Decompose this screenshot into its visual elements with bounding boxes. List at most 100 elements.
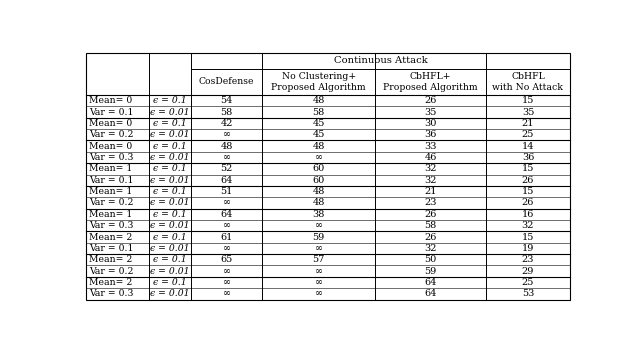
Text: 51: 51: [221, 187, 233, 196]
Text: ϵ = 0.01: ϵ = 0.01: [150, 244, 190, 253]
Text: 60: 60: [313, 164, 325, 173]
Text: ϵ = 0.1: ϵ = 0.1: [154, 164, 187, 173]
Text: Mean= 0: Mean= 0: [89, 142, 132, 151]
Text: 64: 64: [424, 289, 436, 298]
Text: 52: 52: [221, 164, 233, 173]
Text: ϵ = 0.01: ϵ = 0.01: [150, 221, 190, 230]
Text: Mean= 2: Mean= 2: [89, 233, 132, 241]
Text: 45: 45: [312, 119, 325, 128]
Text: Var = 0.1: Var = 0.1: [89, 176, 133, 185]
Text: ∞: ∞: [315, 244, 323, 253]
Text: 26: 26: [424, 210, 436, 219]
Text: ∞: ∞: [223, 221, 231, 230]
Text: ϵ = 0.1: ϵ = 0.1: [154, 278, 187, 287]
Text: Var = 0.2: Var = 0.2: [89, 267, 133, 276]
Text: 19: 19: [522, 244, 534, 253]
Text: ϵ = 0.1: ϵ = 0.1: [154, 233, 187, 241]
Text: ∞: ∞: [223, 244, 231, 253]
Text: ∞: ∞: [315, 221, 323, 230]
Text: Var = 0.3: Var = 0.3: [89, 221, 133, 230]
Text: ϵ = 0.1: ϵ = 0.1: [154, 255, 187, 264]
Text: 58: 58: [313, 108, 325, 117]
Text: ϵ = 0.01: ϵ = 0.01: [150, 198, 190, 207]
Text: Mean= 1: Mean= 1: [89, 187, 132, 196]
Text: ϵ = 0.1: ϵ = 0.1: [154, 142, 187, 151]
Text: ∞: ∞: [315, 267, 323, 276]
Text: ϵ = 0.01: ϵ = 0.01: [150, 176, 190, 185]
Text: 15: 15: [522, 233, 534, 241]
Text: 16: 16: [522, 210, 534, 219]
Text: ϵ = 0.1: ϵ = 0.1: [154, 210, 187, 219]
Text: 23: 23: [522, 255, 534, 264]
Text: ∞: ∞: [223, 130, 231, 139]
Text: 21: 21: [522, 119, 534, 128]
Text: Var = 0.2: Var = 0.2: [89, 130, 133, 139]
Text: Var = 0.2: Var = 0.2: [89, 198, 133, 207]
Text: Mean= 1: Mean= 1: [89, 164, 132, 173]
Text: 38: 38: [312, 210, 325, 219]
Text: ∞: ∞: [223, 267, 231, 276]
Text: 57: 57: [312, 255, 325, 264]
Text: ∞: ∞: [315, 289, 323, 298]
Text: ϵ = 0.01: ϵ = 0.01: [150, 289, 190, 298]
Text: Mean= 2: Mean= 2: [89, 278, 132, 287]
Text: Mean= 1: Mean= 1: [89, 210, 132, 219]
Text: ϵ = 0.1: ϵ = 0.1: [154, 96, 187, 105]
Text: No Clustering+
Proposed Algorithm: No Clustering+ Proposed Algorithm: [271, 72, 366, 92]
Text: ϵ = 0.1: ϵ = 0.1: [154, 119, 187, 128]
Text: Var = 0.1: Var = 0.1: [89, 244, 133, 253]
Text: 26: 26: [522, 198, 534, 207]
Text: 64: 64: [221, 176, 233, 185]
Text: 60: 60: [313, 176, 325, 185]
Text: 15: 15: [522, 164, 534, 173]
Text: 50: 50: [424, 255, 436, 264]
Text: 26: 26: [424, 233, 436, 241]
Text: 23: 23: [424, 198, 437, 207]
Text: 36: 36: [424, 130, 436, 139]
Text: 59: 59: [424, 267, 436, 276]
Text: 59: 59: [313, 233, 325, 241]
Text: 33: 33: [424, 142, 437, 151]
Text: 35: 35: [424, 108, 436, 117]
Text: 48: 48: [312, 96, 325, 105]
Text: 30: 30: [424, 119, 436, 128]
Text: Mean= 0: Mean= 0: [89, 96, 132, 105]
Text: 32: 32: [522, 221, 534, 230]
Text: 48: 48: [312, 142, 325, 151]
Text: Var = 0.1: Var = 0.1: [89, 108, 133, 117]
Text: 32: 32: [424, 164, 437, 173]
Text: 45: 45: [312, 130, 325, 139]
Text: 64: 64: [221, 210, 233, 219]
Text: 29: 29: [522, 267, 534, 276]
Text: ϵ = 0.01: ϵ = 0.01: [150, 108, 190, 117]
Text: CbHFL
with No Attack: CbHFL with No Attack: [492, 72, 563, 92]
Text: 32: 32: [424, 176, 437, 185]
Text: 65: 65: [221, 255, 233, 264]
Text: 26: 26: [522, 176, 534, 185]
Text: 36: 36: [522, 153, 534, 162]
Text: Var = 0.3: Var = 0.3: [89, 289, 133, 298]
Text: Var = 0.3: Var = 0.3: [89, 153, 133, 162]
Text: 25: 25: [522, 278, 534, 287]
Text: CbHFL+
Proposed Algorithm: CbHFL+ Proposed Algorithm: [383, 72, 478, 92]
Text: Mean= 2: Mean= 2: [89, 255, 132, 264]
Text: ∞: ∞: [223, 153, 231, 162]
Text: 26: 26: [424, 96, 436, 105]
Text: 25: 25: [522, 130, 534, 139]
Text: 35: 35: [522, 108, 534, 117]
Text: 58: 58: [221, 108, 233, 117]
Text: CosDefense: CosDefense: [199, 77, 255, 86]
Text: 53: 53: [522, 289, 534, 298]
Text: 21: 21: [424, 187, 437, 196]
Text: ϵ = 0.1: ϵ = 0.1: [154, 187, 187, 196]
Text: ∞: ∞: [223, 289, 231, 298]
Text: 46: 46: [424, 153, 436, 162]
Text: 48: 48: [312, 198, 325, 207]
Text: ϵ = 0.01: ϵ = 0.01: [150, 267, 190, 276]
Text: Mean= 0: Mean= 0: [89, 119, 132, 128]
Text: ϵ = 0.01: ϵ = 0.01: [150, 130, 190, 139]
Text: ∞: ∞: [315, 278, 323, 287]
Text: 32: 32: [424, 244, 437, 253]
Text: ϵ = 0.01: ϵ = 0.01: [150, 153, 190, 162]
Text: 15: 15: [522, 187, 534, 196]
